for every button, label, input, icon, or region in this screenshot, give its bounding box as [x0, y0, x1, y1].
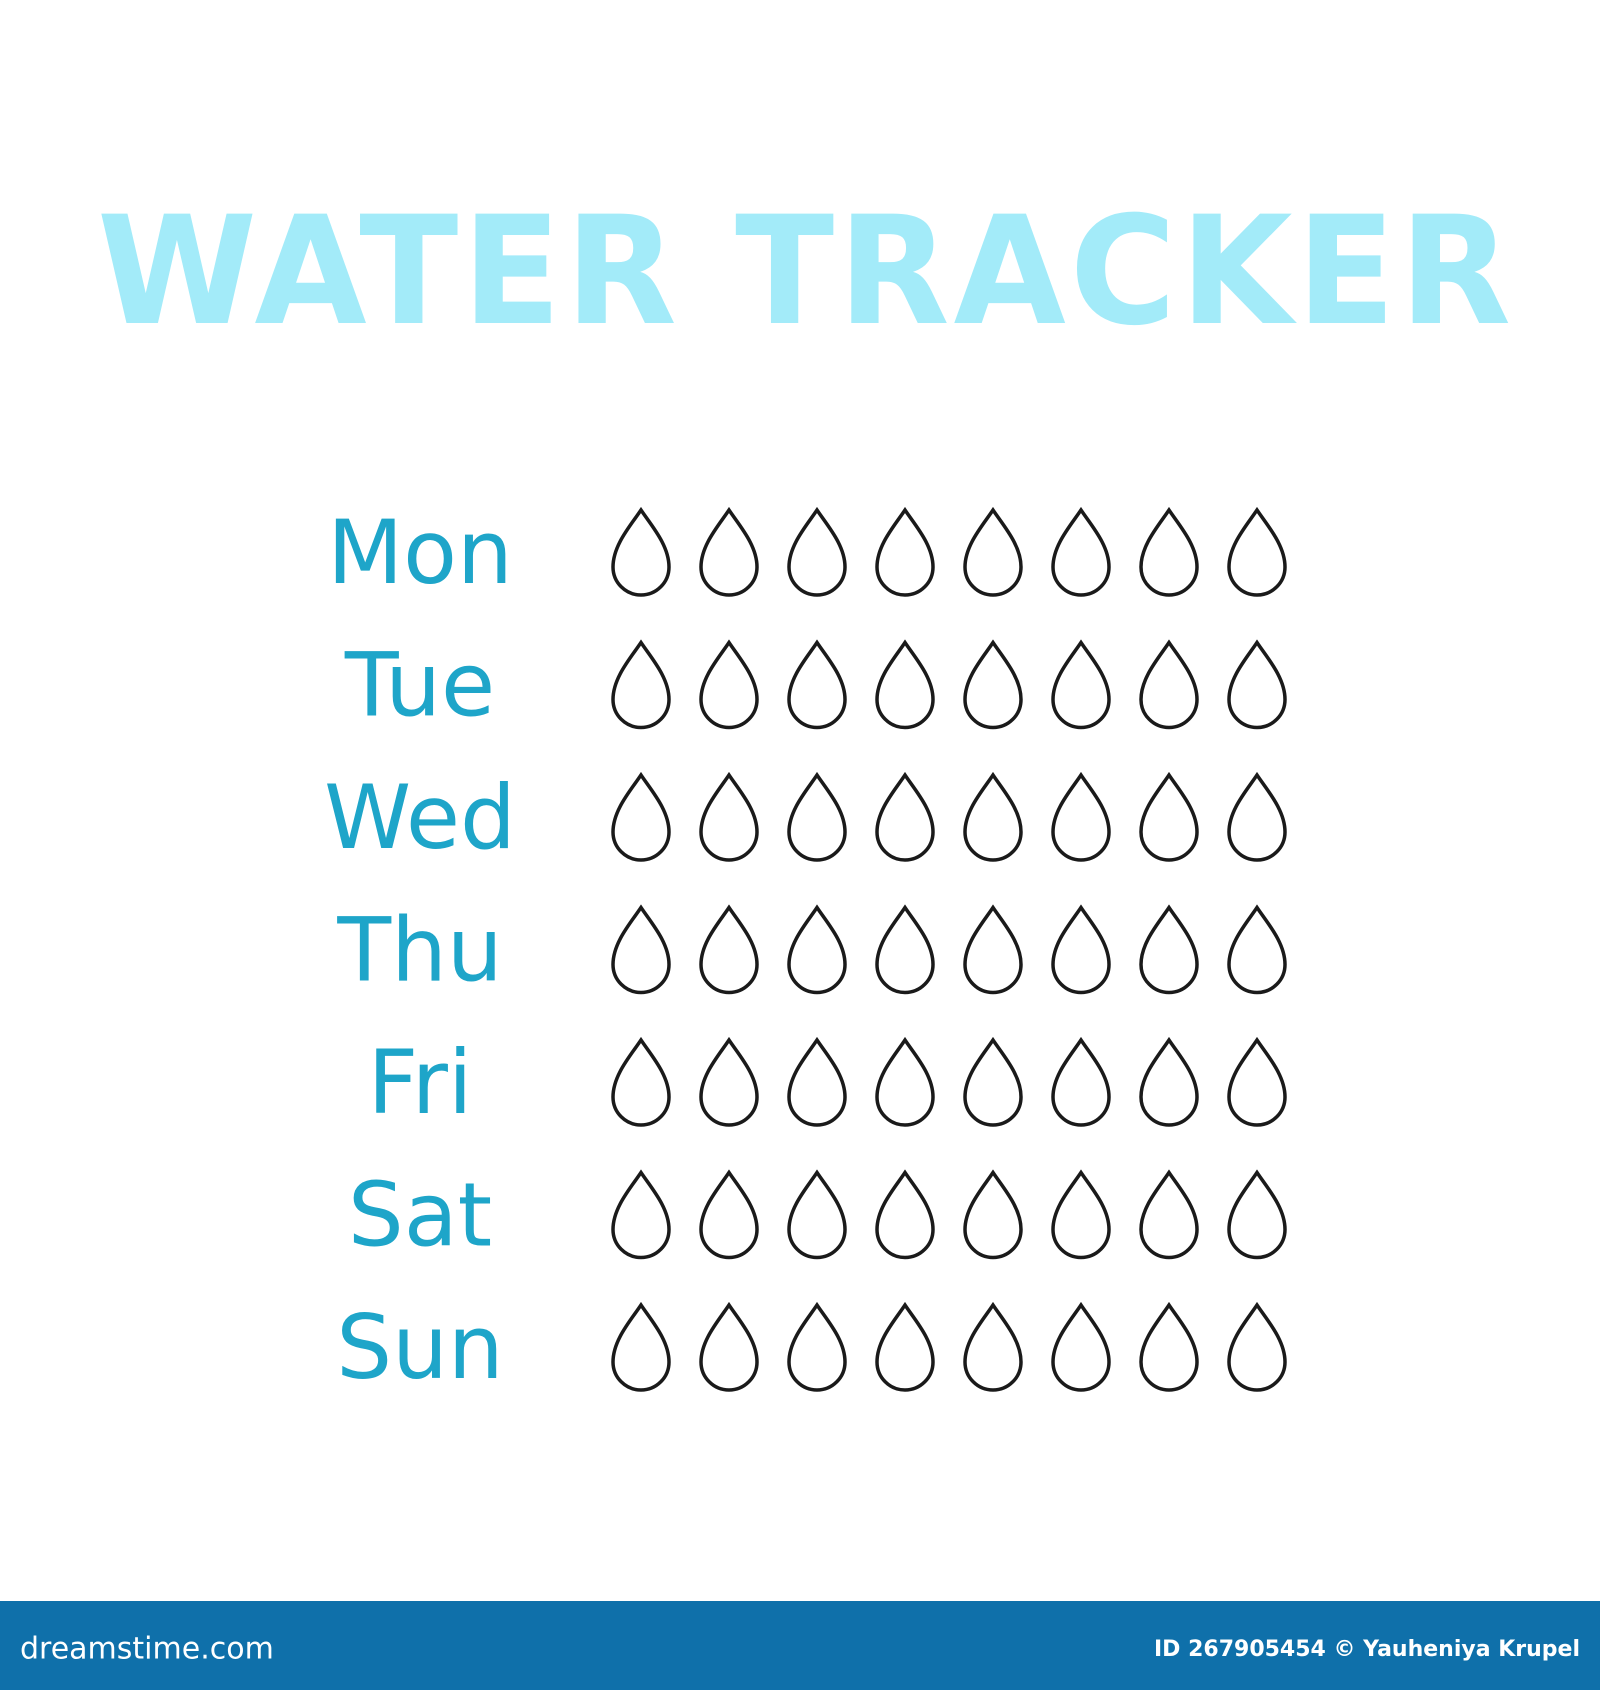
- footer-bar: [0, 1601, 1600, 1690]
- water-drop: [699, 904, 759, 995]
- day-label: Mon: [327, 501, 513, 604]
- water-drop: [875, 506, 935, 597]
- water-drop: [1051, 771, 1111, 862]
- water-drop: [875, 904, 935, 995]
- water-drop: [699, 771, 759, 862]
- day-label: Thu: [336, 899, 502, 1002]
- day-label: Wed: [324, 766, 516, 869]
- water-drop: [699, 1036, 759, 1127]
- title: WATER TRACKER: [97, 185, 1515, 359]
- water-drop: [1139, 1169, 1199, 1260]
- water-drop: [1227, 904, 1287, 995]
- water-drop: [787, 904, 847, 995]
- day-label: Tue: [344, 634, 495, 737]
- day-label: Fri: [368, 1031, 473, 1134]
- water-drop: [699, 1301, 759, 1392]
- water-drop: [963, 1036, 1023, 1127]
- water-drop: [611, 1036, 671, 1127]
- water-drop: [787, 1169, 847, 1260]
- water-drop: [1227, 506, 1287, 597]
- water-drop: [1227, 1169, 1287, 1260]
- water-drop: [1227, 771, 1287, 862]
- water-drop: [875, 639, 935, 730]
- water-drop: [699, 506, 759, 597]
- water-drop: [1139, 1036, 1199, 1127]
- water-drop: [1139, 506, 1199, 597]
- water-drop: [1139, 1301, 1199, 1392]
- water-drop: [963, 506, 1023, 597]
- water-drop: [699, 639, 759, 730]
- water-drop: [963, 639, 1023, 730]
- footer-site: dreamstime.com: [20, 1632, 274, 1667]
- water-drop: [1139, 771, 1199, 862]
- water-drop: [699, 1169, 759, 1260]
- water-drop: [1051, 1169, 1111, 1260]
- water-drop: [875, 1169, 935, 1260]
- water-drop: [787, 639, 847, 730]
- water-drop: [963, 1169, 1023, 1260]
- water-drop: [963, 771, 1023, 862]
- rows: Mon Tue Wed Thu Fri Sat Sun: [324, 501, 1287, 1399]
- water-drop: [1227, 639, 1287, 730]
- water-drop: [1051, 1301, 1111, 1392]
- water-drop: [875, 771, 935, 862]
- footer-credit: ID 267905454 © Yauheniya Krupel: [1154, 1637, 1580, 1662]
- water-drop: [1227, 1036, 1287, 1127]
- water-drop: [1227, 1301, 1287, 1392]
- water-drop: [875, 1301, 935, 1392]
- water-drop: [787, 771, 847, 862]
- water-drop: [1051, 1036, 1111, 1127]
- water-drop: [963, 904, 1023, 995]
- water-drop: [1051, 639, 1111, 730]
- water-drop: [611, 639, 671, 730]
- water-drop: [1051, 904, 1111, 995]
- day-label: Sat: [348, 1164, 492, 1267]
- water-drop: [1139, 639, 1199, 730]
- water-drop: [611, 1169, 671, 1260]
- water-drop: [787, 506, 847, 597]
- water-drop: [787, 1036, 847, 1127]
- water-drop: [611, 771, 671, 862]
- water-drop: [1051, 506, 1111, 597]
- water-drop: [611, 506, 671, 597]
- water-drop: [963, 1301, 1023, 1392]
- water-drop: [1139, 904, 1199, 995]
- water-drop: [611, 904, 671, 995]
- day-label: Sun: [336, 1296, 503, 1399]
- water-drop: [787, 1301, 847, 1392]
- water-drop: [611, 1301, 671, 1392]
- water-drop: [875, 1036, 935, 1127]
